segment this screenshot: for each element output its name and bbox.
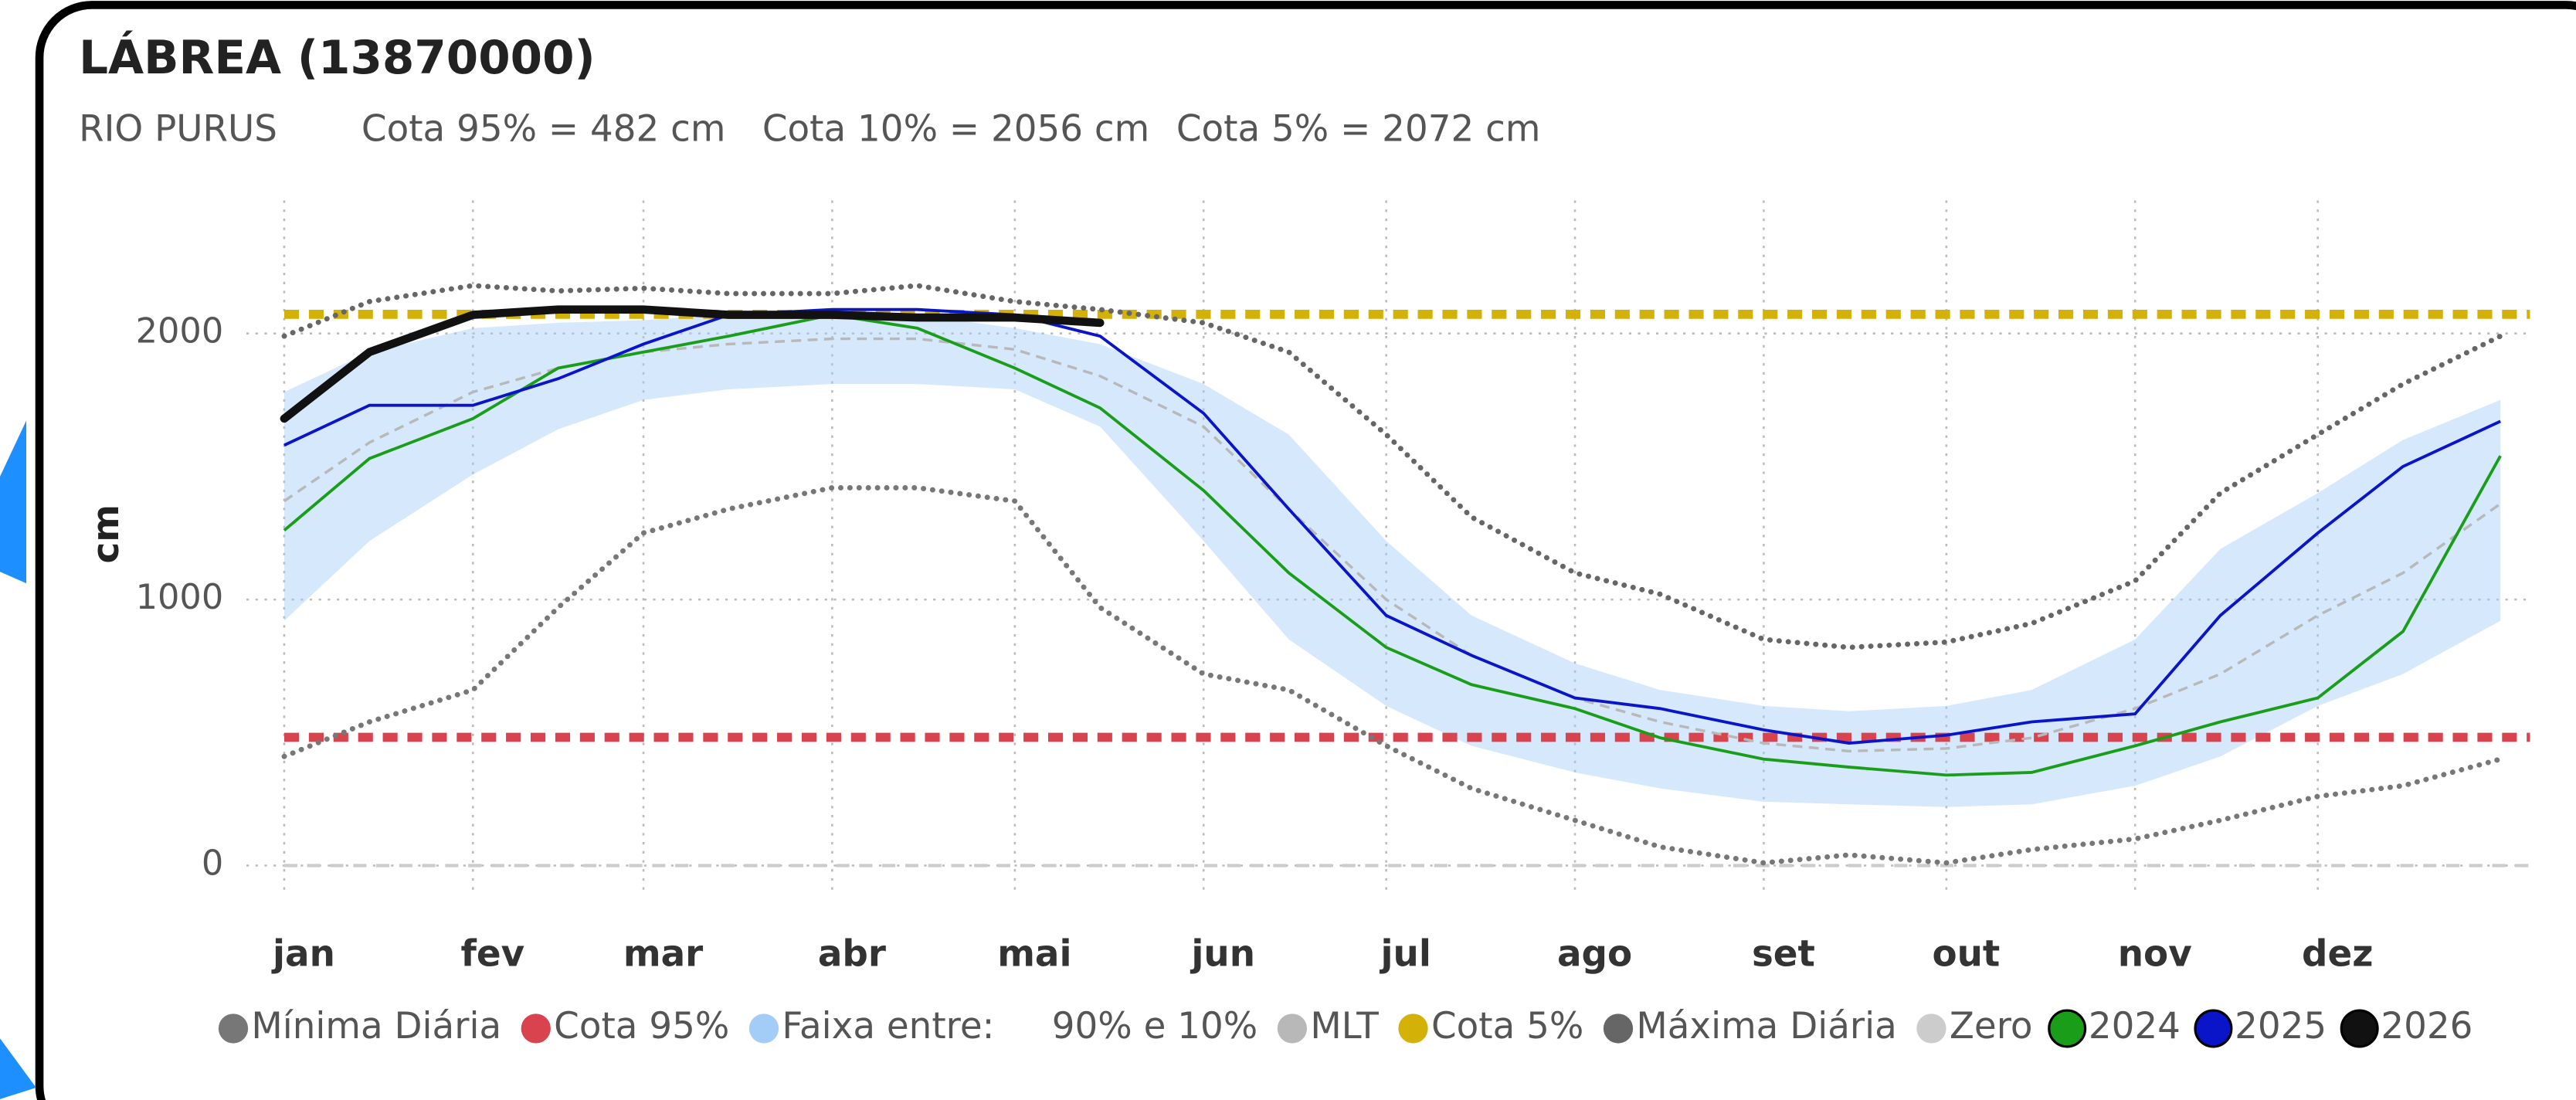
legend-marker: [218, 1013, 249, 1044]
series-line: [283, 313, 2502, 777]
x-tick-label: mar: [623, 933, 703, 975]
legend-marker: [1916, 1013, 1946, 1044]
legend-label: Cota 5%: [1431, 1006, 1583, 1047]
x-tick-label: jan: [271, 933, 335, 975]
decor-shape: [0, 1038, 36, 1099]
series-line: [280, 305, 1105, 423]
decor-shape: [0, 420, 27, 584]
legend-label: 2025: [2235, 1006, 2327, 1047]
frame: [35, 1, 2576, 1100]
legend-label: Mínima Diária: [251, 1006, 501, 1047]
y-tick-label: 1000: [136, 577, 224, 617]
legend-marker: [2340, 1009, 2379, 1048]
x-tick-label: abr: [818, 933, 886, 975]
grid: [246, 200, 2530, 892]
subtitle: Cota 95% = 482 cm: [361, 109, 726, 151]
legend-marker: [1603, 1013, 1634, 1044]
series-line: [281, 283, 2503, 650]
legend: Mínima Diária Cota 95% Faixa entre: 90% e …: [218, 1006, 2472, 1048]
legend-label: MLT: [1310, 1006, 1379, 1047]
x-tick-label: jun: [1190, 933, 1255, 975]
series-line: [283, 337, 2502, 753]
legend-marker: [2048, 1009, 2087, 1048]
data: [280, 283, 2530, 867]
x-tick-label: ago: [1557, 933, 1632, 975]
legend-marker: [1277, 1013, 1308, 1044]
x-tick-label: mai: [997, 933, 1071, 975]
legend-label: Faixa entre: 90% e 10%: [782, 1006, 1257, 1047]
subtitle: RIO PURUS: [79, 109, 277, 151]
legend-label: 2024: [2089, 1006, 2181, 1047]
y-tick-label: 2000: [136, 311, 224, 351]
subtitle: Cota 5% = 2072 cm: [1176, 109, 1541, 151]
legend-marker: [748, 1013, 779, 1044]
x-tick-label: nov: [2118, 933, 2192, 975]
legend-marker: [2194, 1009, 2233, 1048]
legend-marker: [521, 1013, 551, 1044]
chart-title: LÁBREA (13870000): [79, 31, 596, 85]
series-line: [281, 485, 2503, 866]
band-area: [283, 309, 2501, 807]
legend-marker: [1398, 1013, 1428, 1044]
series-line: [283, 307, 2501, 745]
legend-label: Zero: [1950, 1006, 2033, 1047]
y-tick-label: 0: [202, 843, 223, 883]
x-tick-label: set: [1752, 933, 1815, 975]
legend-label: 2026: [2381, 1006, 2472, 1047]
x-tick-label: jul: [1380, 933, 1431, 975]
legend-label: Cota 95%: [554, 1006, 729, 1047]
x-tick-label: fev: [461, 933, 525, 975]
subtitle: Cota 10% = 2056 cm: [762, 109, 1149, 151]
legend-label: Máxima Diária: [1636, 1006, 1896, 1047]
x-tick-label: out: [1932, 933, 2000, 975]
y-axis-label: cm: [86, 504, 127, 563]
x-tick-label: dez: [2302, 933, 2373, 975]
